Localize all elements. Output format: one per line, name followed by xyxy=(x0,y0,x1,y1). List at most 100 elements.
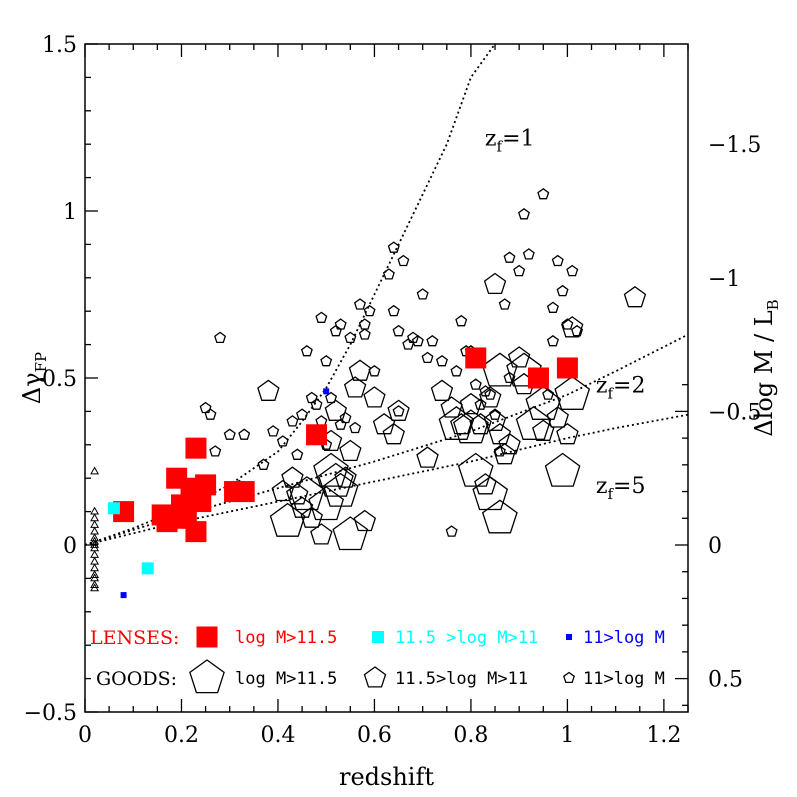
point-lenses-0-17 xyxy=(556,357,578,379)
point-lenses-2-0 xyxy=(120,592,127,599)
y-right-tick-label: −0.5 xyxy=(708,400,761,425)
legend-lenses-label-1: 11.5 >log M>11 xyxy=(395,628,538,648)
point-goods-4-14 xyxy=(353,509,377,532)
point-goods-5-48 xyxy=(469,378,482,390)
point-goods-5-1 xyxy=(204,408,217,420)
point-local-6-0 xyxy=(90,466,100,475)
point-goods-5-35 xyxy=(392,324,405,337)
legend-lenses-marker-1 xyxy=(372,631,384,643)
point-goods-3-6 xyxy=(332,516,369,551)
point-lenses-0-13 xyxy=(233,481,255,503)
y-right-tick-label: 0.5 xyxy=(708,668,743,693)
point-goods-5-54 xyxy=(498,298,511,310)
x-tick-label: 0.6 xyxy=(357,723,392,748)
point-goods-5-39 xyxy=(411,334,424,347)
point-goods-4-32 xyxy=(507,346,531,368)
point-lenses-2-1 xyxy=(323,388,330,395)
point-lenses-0-11 xyxy=(195,474,217,496)
point-goods-5-69 xyxy=(445,525,458,537)
point-goods-4-21 xyxy=(440,396,463,418)
point-goods-5-11 xyxy=(296,408,309,420)
point-goods-3-7 xyxy=(438,405,475,440)
point-lenses-0-16 xyxy=(527,367,549,389)
x-tick-label: 1.2 xyxy=(646,723,681,748)
x-tick-label: 0.2 xyxy=(164,723,199,748)
point-goods-5-63 xyxy=(546,334,559,347)
point-goods-4-7 xyxy=(310,523,333,545)
legend-goods-marker-2 xyxy=(563,671,575,684)
point-goods-3-13 xyxy=(506,352,542,387)
point-goods-5-28 xyxy=(358,328,371,340)
curve-label-1: zf=1 xyxy=(485,127,535,156)
point-goods-4-24 xyxy=(469,412,492,435)
point-goods-4-15 xyxy=(363,386,386,408)
point-lenses-0-14 xyxy=(306,424,328,446)
point-goods-5-8 xyxy=(276,435,289,447)
point-goods-5-12 xyxy=(300,344,313,357)
point-goods-5-29 xyxy=(363,304,376,317)
point-goods-5-62 xyxy=(546,301,559,313)
x-tick-label: 1 xyxy=(560,723,574,748)
point-goods-5-4 xyxy=(223,428,236,440)
point-goods-3-16 xyxy=(554,375,591,410)
point-goods-5-49 xyxy=(474,398,487,410)
point-goods-4-13 xyxy=(348,359,372,381)
point-goods-5-44 xyxy=(450,364,463,377)
point-goods-5-10 xyxy=(291,448,304,460)
point-goods-4-28 xyxy=(483,272,507,295)
point-goods-5-16 xyxy=(315,311,328,323)
point-goods-4-4 xyxy=(286,483,309,505)
point-goods-5-3 xyxy=(214,331,227,344)
point-goods-3-5 xyxy=(322,472,359,507)
point-local-6-15 xyxy=(90,513,100,522)
point-goods-5-30 xyxy=(368,364,381,377)
point-goods-5-45 xyxy=(455,314,468,327)
point-goods-5-43 xyxy=(435,354,448,367)
point-goods-4-11 xyxy=(339,439,362,462)
point-local-6-14 xyxy=(90,583,100,592)
point-lenses-0-9 xyxy=(185,521,207,543)
y-tick-label: 1.5 xyxy=(42,33,77,58)
point-goods-5-59 xyxy=(522,248,535,260)
point-goods-5-14 xyxy=(310,398,323,410)
point-lenses-0-2 xyxy=(156,511,178,533)
point-goods-5-53 xyxy=(493,445,506,457)
point-goods-5-58 xyxy=(518,207,530,220)
point-goods-5-32 xyxy=(387,241,400,253)
model-curve-2 xyxy=(85,333,688,546)
point-goods-5-67 xyxy=(566,264,579,277)
y-right-tick-label: −1.5 xyxy=(708,133,761,158)
point-goods-5-42 xyxy=(426,334,439,347)
point-goods-3-3 xyxy=(313,452,349,487)
point-goods-5-31 xyxy=(382,268,395,280)
point-goods-4-17 xyxy=(382,422,405,445)
point-lenses-0-15 xyxy=(465,347,487,369)
point-goods-4-6 xyxy=(300,506,323,528)
point-goods-5-66 xyxy=(561,318,574,330)
model-curves xyxy=(85,44,688,546)
point-goods-5-36 xyxy=(397,254,410,267)
legend-lenses-head: LENSES: xyxy=(90,627,179,649)
y-tick-label: 1 xyxy=(63,200,77,225)
point-goods-3-10 xyxy=(472,476,509,511)
point-goods-5-65 xyxy=(556,284,569,297)
point-goods-5-19 xyxy=(325,391,338,404)
point-goods-3-15 xyxy=(544,452,581,487)
x-axis-title: redshift xyxy=(339,763,434,791)
point-goods-4-10 xyxy=(334,466,357,488)
point-goods-5-61 xyxy=(542,388,555,400)
model-curve-1 xyxy=(85,44,496,546)
point-goods-5-51 xyxy=(484,388,497,400)
point-goods-5-25 xyxy=(349,421,362,434)
point-goods-4-30 xyxy=(493,442,516,465)
point-goods-5-57 xyxy=(513,264,526,277)
point-goods-4-37 xyxy=(561,316,584,338)
point-goods-4-35 xyxy=(546,406,569,428)
point-goods-5-2 xyxy=(209,445,222,457)
y-tick-label: −0.5 xyxy=(24,701,77,726)
point-local-6-11 xyxy=(90,570,100,578)
point-goods-5-24 xyxy=(344,331,357,344)
point-goods-4-25 xyxy=(474,473,497,495)
point-goods-5-68 xyxy=(571,324,584,337)
